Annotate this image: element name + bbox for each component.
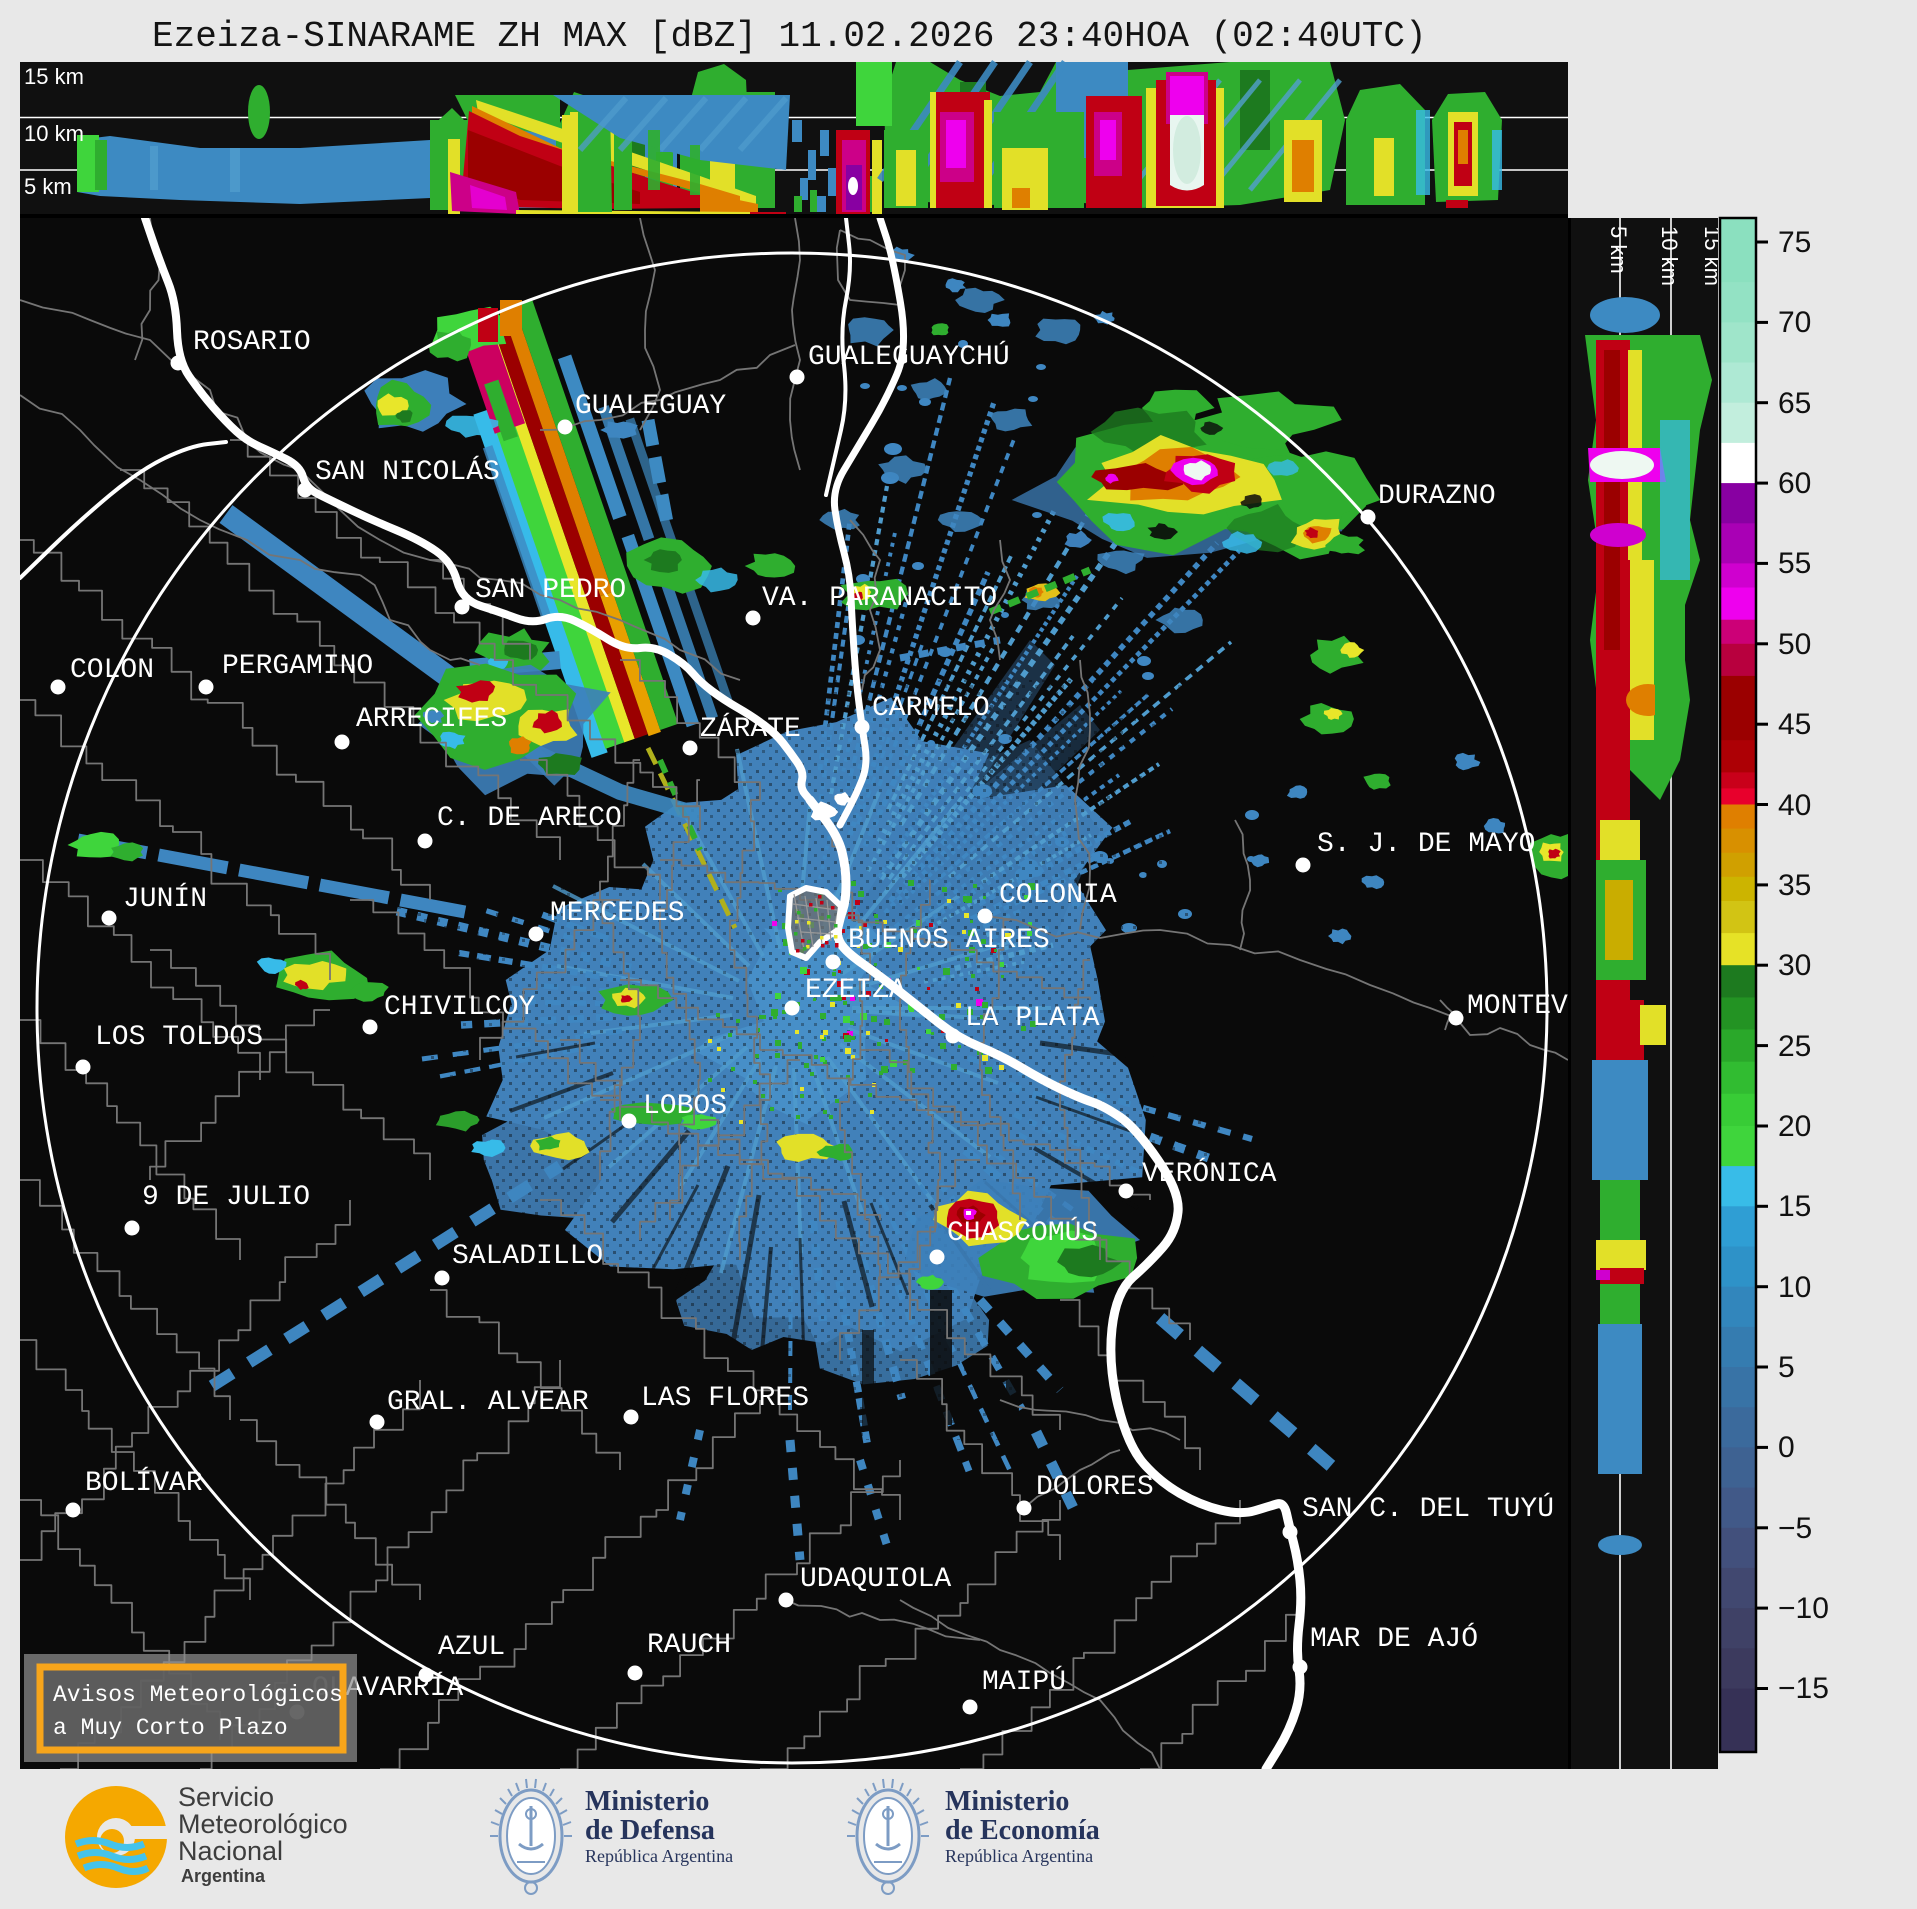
- svg-text:ROSARIO: ROSARIO: [193, 327, 311, 358]
- svg-text:5 km: 5 km: [24, 174, 72, 199]
- svg-text:20: 20: [1778, 1110, 1811, 1143]
- svg-text:Avisos Meteorológicos: Avisos Meteorológicos: [53, 1682, 343, 1708]
- svg-text:GUALEGUAY: GUALEGUAY: [575, 391, 726, 422]
- svg-text:Nacional: Nacional: [178, 1836, 283, 1866]
- svg-text:35: 35: [1778, 869, 1811, 902]
- svg-text:Servicio: Servicio: [178, 1782, 274, 1812]
- svg-text:VERÓNICA: VERÓNICA: [1142, 1157, 1277, 1190]
- svg-text:JUNÍN: JUNÍN: [123, 883, 207, 915]
- svg-text:10 km: 10 km: [1657, 226, 1682, 286]
- svg-text:BOLÍVAR: BOLÍVAR: [85, 1467, 203, 1499]
- svg-text:LAS FLORES: LAS FLORES: [641, 1383, 809, 1414]
- svg-text:de Economía: de Economía: [945, 1815, 1100, 1846]
- svg-text:Ministerio: Ministerio: [585, 1786, 709, 1817]
- svg-text:60: 60: [1778, 467, 1811, 500]
- svg-text:COLON: COLON: [70, 655, 154, 686]
- svg-text:AZUL: AZUL: [438, 1632, 505, 1663]
- svg-text:Meteorológico: Meteorológico: [178, 1809, 348, 1839]
- svg-text:COLONIA: COLONIA: [999, 880, 1117, 911]
- svg-text:SAN PEDRO: SAN PEDRO: [475, 575, 626, 606]
- svg-text:SAN C. DEL TUYÚ: SAN C. DEL TUYÚ: [1302, 1492, 1554, 1525]
- svg-text:70: 70: [1778, 306, 1811, 339]
- svg-text:10: 10: [1778, 1271, 1811, 1304]
- svg-text:LOS TOLDOS: LOS TOLDOS: [95, 1022, 263, 1053]
- svg-text:SALADILLO: SALADILLO: [452, 1241, 603, 1272]
- svg-text:5 km: 5 km: [1606, 226, 1631, 274]
- svg-text:65: 65: [1778, 387, 1811, 420]
- svg-text:15 km: 15 km: [1700, 226, 1725, 286]
- svg-text:SAN NICOLÁS: SAN NICOLÁS: [315, 456, 500, 488]
- svg-text:50: 50: [1778, 628, 1811, 661]
- svg-text:ZÁRATE: ZÁRATE: [700, 713, 801, 745]
- svg-text:LOBOS: LOBOS: [643, 1091, 727, 1122]
- svg-text:−15: −15: [1778, 1672, 1829, 1705]
- svg-text:GRAL. ALVEAR: GRAL. ALVEAR: [387, 1387, 589, 1418]
- svg-text:−5: −5: [1778, 1512, 1812, 1545]
- svg-text:de Defensa: de Defensa: [585, 1815, 715, 1846]
- svg-text:MAR DE AJÓ: MAR DE AJÓ: [1310, 1622, 1478, 1655]
- svg-text:30: 30: [1778, 949, 1811, 982]
- svg-text:República Argentina: República Argentina: [945, 1846, 1093, 1866]
- svg-text:S. J. DE MAYO: S. J. DE MAYO: [1317, 829, 1535, 860]
- svg-text:EZEIZA: EZEIZA: [805, 975, 906, 1006]
- svg-text:−10: −10: [1778, 1592, 1829, 1625]
- svg-text:a Muy Corto Plazo: a Muy Corto Plazo: [53, 1715, 288, 1741]
- svg-text:Ministerio: Ministerio: [945, 1786, 1069, 1817]
- svg-text:9 DE JULIO: 9 DE JULIO: [142, 1182, 310, 1213]
- svg-text:40: 40: [1778, 789, 1811, 822]
- svg-text:CARMELO: CARMELO: [872, 693, 990, 724]
- svg-text:25: 25: [1778, 1030, 1811, 1063]
- svg-text:C. DE ARECO: C. DE ARECO: [437, 803, 622, 834]
- svg-text:BUENOS AIRES: BUENOS AIRES: [848, 925, 1050, 956]
- svg-text:UDAQUIOLA: UDAQUIOLA: [800, 1564, 951, 1595]
- svg-text:LA PLATA: LA PLATA: [965, 1003, 1100, 1034]
- svg-text:75: 75: [1778, 226, 1811, 259]
- svg-text:DOLORES: DOLORES: [1036, 1472, 1154, 1503]
- svg-text:MERCEDES: MERCEDES: [550, 898, 684, 929]
- svg-text:ARRECIFES: ARRECIFES: [356, 704, 507, 735]
- svg-text:CHIVILCOY: CHIVILCOY: [384, 992, 535, 1023]
- svg-text:45: 45: [1778, 708, 1811, 741]
- svg-text:VA. PARANACITO: VA. PARANACITO: [762, 583, 997, 614]
- svg-text:RAUCH: RAUCH: [647, 1630, 731, 1661]
- svg-text:55: 55: [1778, 547, 1811, 580]
- svg-text:República Argentina: República Argentina: [585, 1846, 733, 1866]
- svg-text:0: 0: [1778, 1431, 1795, 1464]
- svg-text:DURAZNO: DURAZNO: [1378, 481, 1496, 512]
- svg-text:MONTEV: MONTEV: [1467, 991, 1568, 1022]
- svg-text:15: 15: [1778, 1190, 1811, 1223]
- svg-text:CHASCOMÚS: CHASCOMÚS: [947, 1216, 1098, 1249]
- svg-text:15 km: 15 km: [24, 64, 84, 89]
- svg-text:Argentina: Argentina: [181, 1866, 266, 1886]
- svg-text:PERGAMINO: PERGAMINO: [222, 651, 373, 682]
- svg-text:10 km: 10 km: [24, 121, 84, 146]
- svg-text:GUALEGUAYCHÚ: GUALEGUAYCHÚ: [808, 340, 1010, 373]
- svg-text:5: 5: [1778, 1351, 1795, 1384]
- svg-text:MAIPÚ: MAIPÚ: [982, 1665, 1066, 1698]
